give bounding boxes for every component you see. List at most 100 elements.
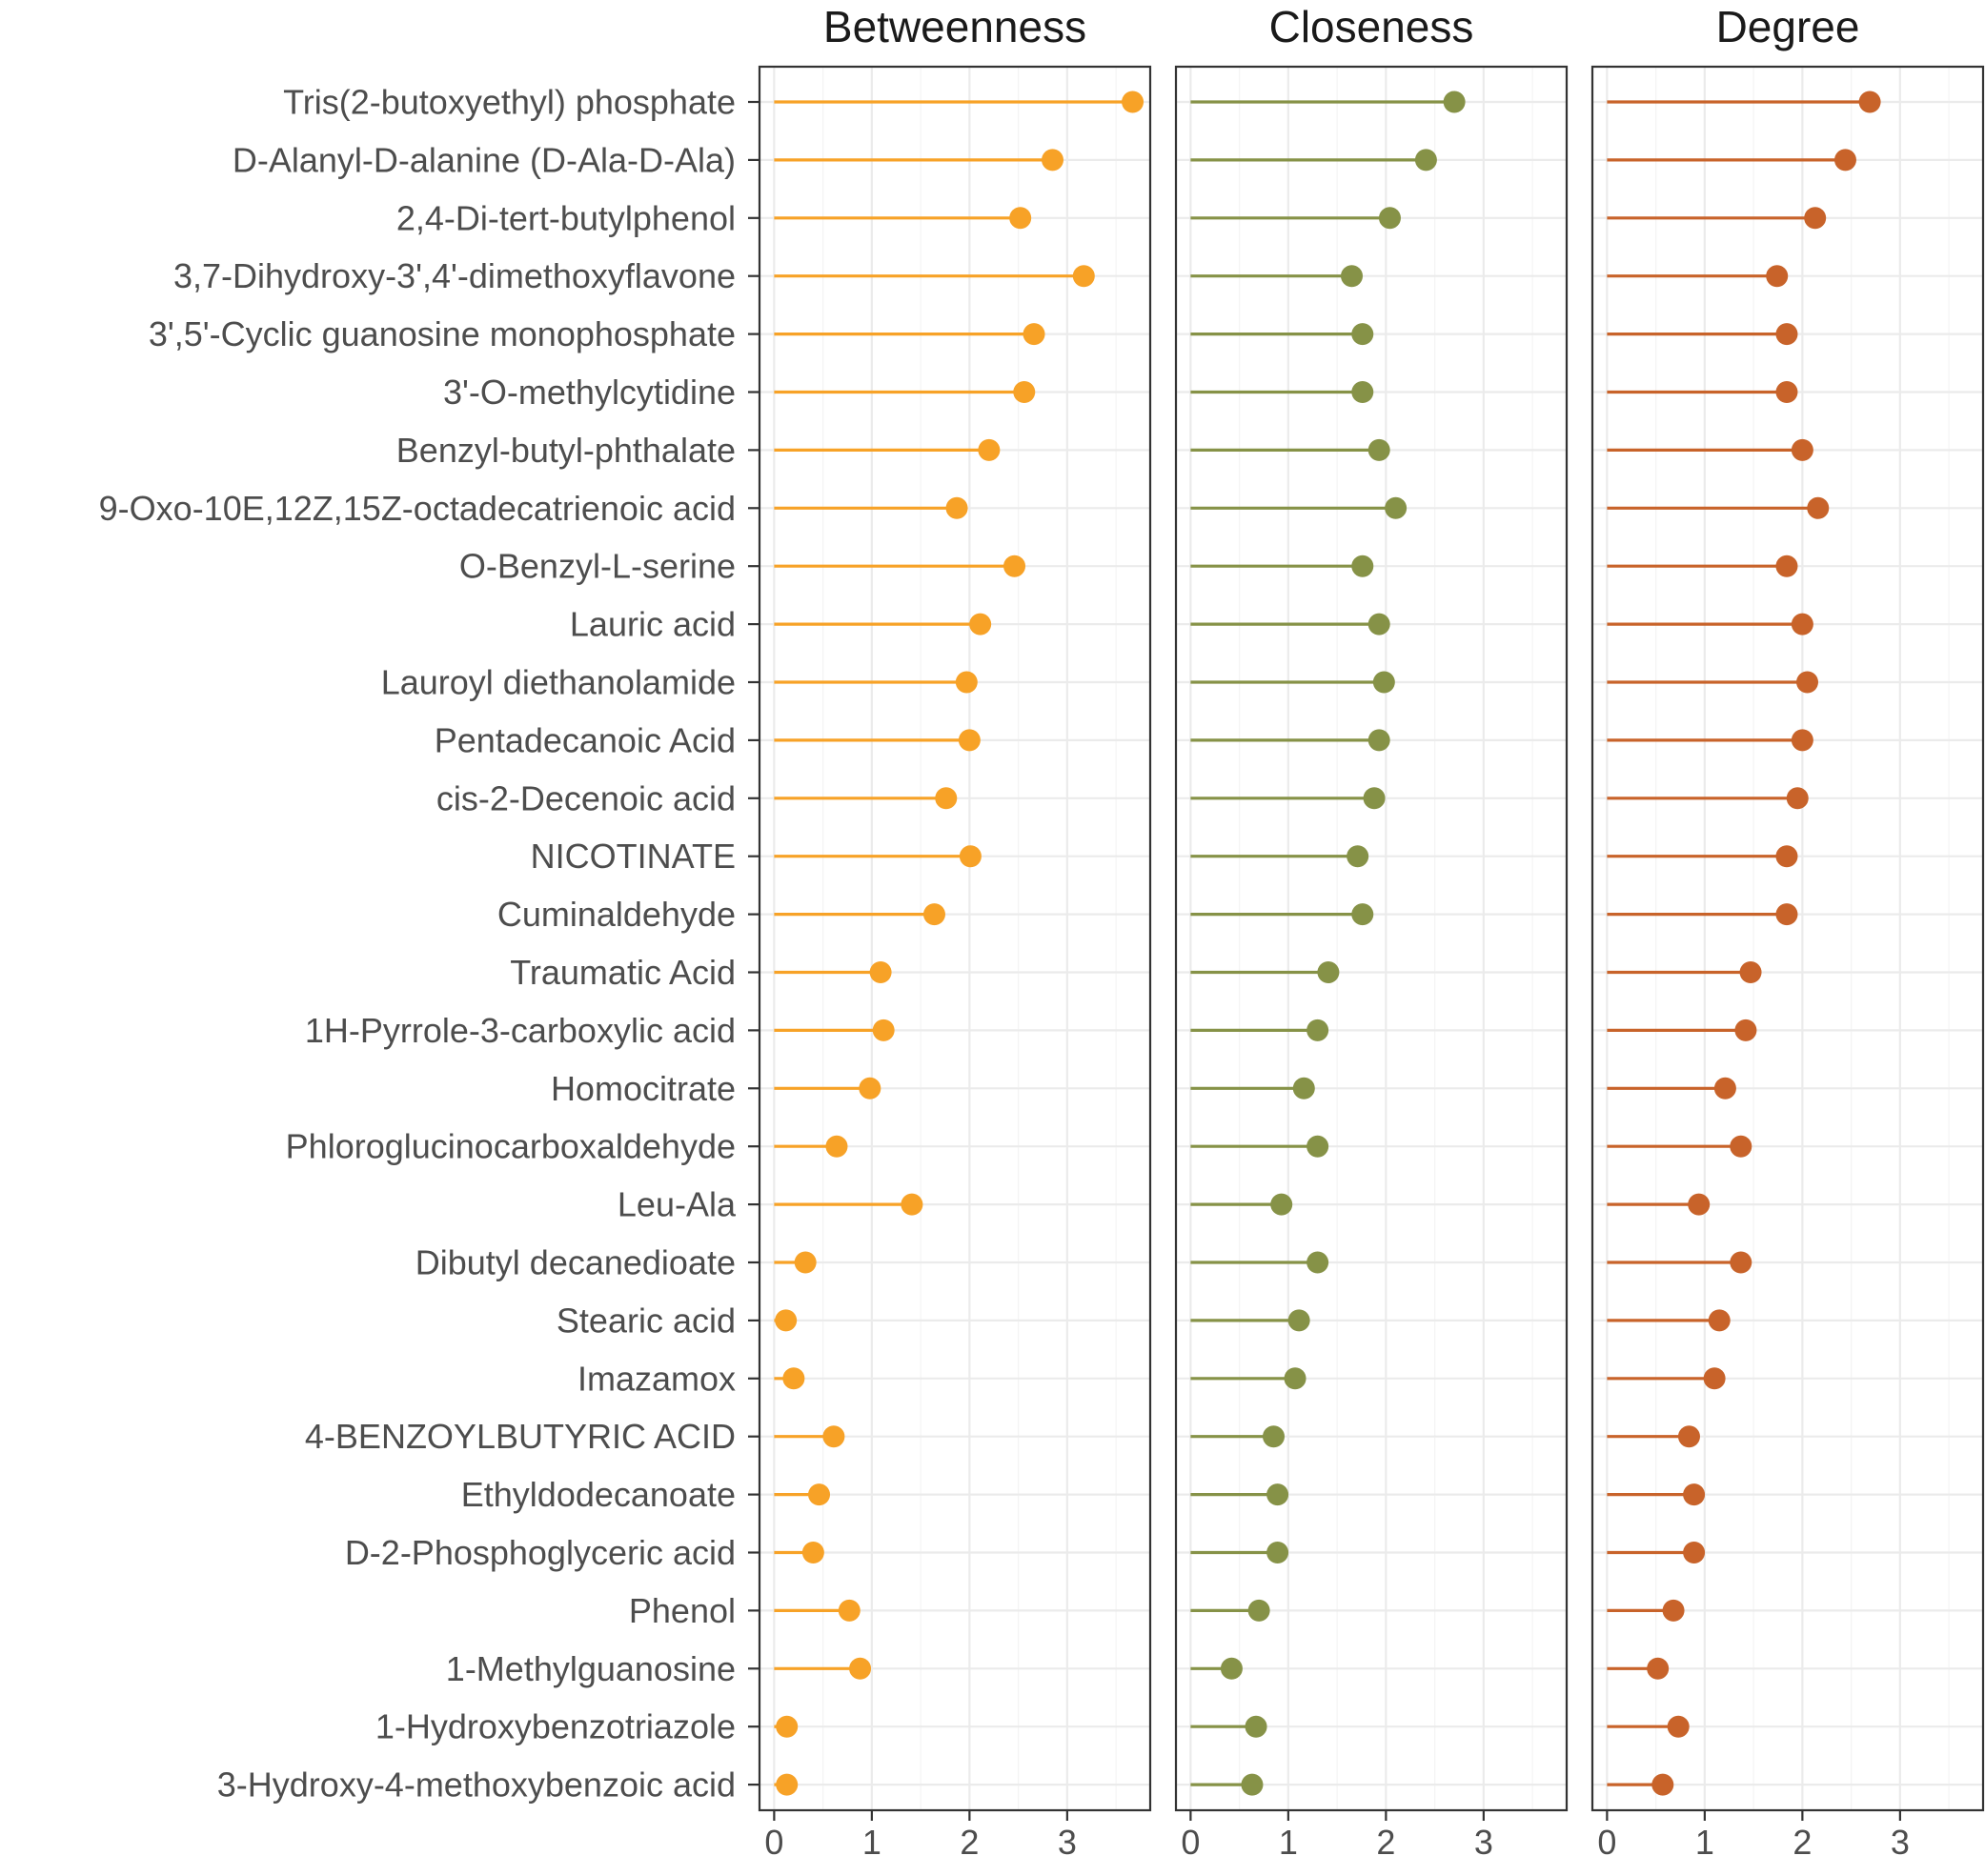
lollipop-point — [1791, 438, 1813, 461]
lollipop-point — [969, 613, 992, 635]
facet-title: Betweenness — [823, 2, 1086, 51]
lollipop-point — [1245, 1715, 1267, 1738]
category-label: Leu-Ala — [618, 1185, 737, 1224]
x-tick-label: 1 — [1279, 1823, 1298, 1862]
lollipop-point — [1347, 845, 1369, 868]
lollipop-point — [1677, 1425, 1700, 1448]
category-label: 3,7-Dihydroxy-3',4'-dimethoxyflavone — [173, 256, 736, 295]
lollipop-point — [1775, 845, 1798, 868]
category-label: 3-Hydroxy-4-methoxybenzoic acid — [217, 1765, 736, 1805]
lollipop-point — [1775, 381, 1798, 403]
category-label: 2,4-Di-tert-butylphenol — [396, 198, 736, 237]
category-label: Phloroglucinocarboxaldehyde — [286, 1127, 736, 1166]
lollipop-point — [1734, 1019, 1757, 1041]
lollipop-point — [1775, 323, 1798, 346]
lollipop-point — [1351, 323, 1374, 346]
lollipop-point — [825, 1135, 848, 1158]
facet-panel: Betweenness 0 1 2 3 — [758, 2, 1152, 1862]
lollipop-point — [1306, 1251, 1329, 1274]
category-label: 4-BENZOYLBUTYRIC ACID — [305, 1417, 736, 1456]
lollipop-point — [801, 1542, 824, 1563]
lollipop-point — [1766, 265, 1789, 288]
category-label: D-Alanyl-D-alanine (D-Ala-D-Ala) — [233, 140, 736, 179]
facet-panels: Betweenness 0 1 2 3 Closeness 0 1 2 3 Degree 0 1 2 3 — [758, 2, 1985, 1862]
lollipop-point — [1708, 1309, 1731, 1332]
lollipop-point — [1122, 91, 1144, 113]
lollipop-point — [935, 787, 958, 810]
lollipop-point — [1241, 1773, 1264, 1796]
category-label: 3',5'-Cyclic guanosine monophosphate — [149, 314, 736, 353]
lollipop-point — [1683, 1542, 1706, 1563]
facet-title: Closeness — [1269, 2, 1474, 51]
category-label: 1-Hydroxybenzotriazole — [375, 1707, 736, 1746]
lollipop-point — [782, 1367, 805, 1390]
category-label: Pentadecanoic Acid — [435, 720, 736, 759]
lollipop-point — [1351, 555, 1374, 577]
category-label: cis-2-Decenoic acid — [436, 778, 736, 817]
lollipop-point — [1804, 207, 1827, 230]
x-tick-label: 0 — [764, 1823, 783, 1862]
lollipop-point — [808, 1483, 831, 1506]
category-labels: Tris(2-butoxyethyl) phosphate D-Alanyl-D-… — [99, 83, 760, 1805]
lollipop-point — [1739, 961, 1762, 983]
panel-border — [758, 65, 1152, 1812]
facet-panel: Closeness 0 1 2 3 — [1174, 2, 1569, 1862]
lollipop-point — [1775, 555, 1798, 577]
x-tick-label: 3 — [1891, 1823, 1910, 1862]
x-tick-label: 0 — [1181, 1823, 1200, 1862]
lollipop-point — [901, 1193, 923, 1216]
lollipop-point — [775, 1309, 798, 1332]
lollipop-point — [1287, 1309, 1310, 1332]
lollipop-point — [1270, 1193, 1293, 1216]
lollipop-point — [794, 1251, 817, 1274]
category-label: 9-Oxo-10E,12Z,15Z-octadecatrienoic acid — [99, 489, 736, 528]
category-label: 1-Methylguanosine — [446, 1649, 736, 1688]
lollipop-point — [945, 496, 968, 519]
lollipop-point — [1042, 149, 1063, 171]
lollipop-point — [1807, 496, 1830, 519]
x-tick-label: 3 — [1058, 1823, 1077, 1862]
facet-panel: Degree 0 1 2 3 — [1590, 2, 1985, 1862]
lollipop-point — [1072, 265, 1095, 288]
category-label: Phenol — [629, 1591, 736, 1630]
lollipop-point — [958, 729, 981, 752]
category-label: Dibutyl decanedioate — [415, 1243, 736, 1282]
lollipop-point — [1363, 787, 1386, 810]
category-label: Stearic acid — [557, 1301, 736, 1340]
lollipop-point — [1284, 1367, 1306, 1390]
category-label: Homocitrate — [551, 1069, 736, 1108]
lollipop-point — [859, 1077, 881, 1099]
lollipop-point — [1647, 1657, 1670, 1680]
lollipop-point — [1372, 671, 1395, 694]
lollipop-point — [872, 1019, 895, 1041]
lollipop-point — [1009, 207, 1032, 230]
lollipop-point — [1683, 1483, 1706, 1506]
lollipop-point — [959, 845, 982, 868]
lollipop-point — [1791, 613, 1813, 635]
lollipop-point — [1306, 1019, 1329, 1041]
lollipop-point — [776, 1715, 799, 1738]
lollipop-point — [1791, 729, 1813, 752]
lollipop-point — [838, 1599, 861, 1622]
lollipop-point — [1220, 1657, 1243, 1680]
lollipop-point — [1385, 496, 1408, 519]
lollipop-point — [1703, 1367, 1726, 1390]
lollipop-point — [978, 438, 1001, 461]
facet-title: Degree — [1716, 2, 1860, 51]
lollipop-point — [1266, 1542, 1289, 1563]
category-label: Lauroyl diethanolamide — [381, 663, 736, 702]
lollipop-point — [1266, 1483, 1289, 1506]
lollipop-point — [1414, 149, 1437, 171]
lollipop-point — [1662, 1599, 1685, 1622]
lollipop-point — [1775, 903, 1798, 926]
lollipop-point — [1367, 613, 1390, 635]
lollipop-point — [1003, 555, 1026, 577]
lollipop-point — [869, 961, 892, 983]
category-label: O-Benzyl-L-serine — [459, 547, 736, 586]
category-label: 1H-Pyrrole-3-carboxylic acid — [305, 1011, 736, 1050]
x-tick-label: 1 — [862, 1823, 881, 1862]
x-tick-label: 1 — [1695, 1823, 1714, 1862]
lollipop-point — [1796, 671, 1818, 694]
x-tick-label: 2 — [1793, 1823, 1812, 1862]
lollipop-point — [1341, 265, 1363, 288]
